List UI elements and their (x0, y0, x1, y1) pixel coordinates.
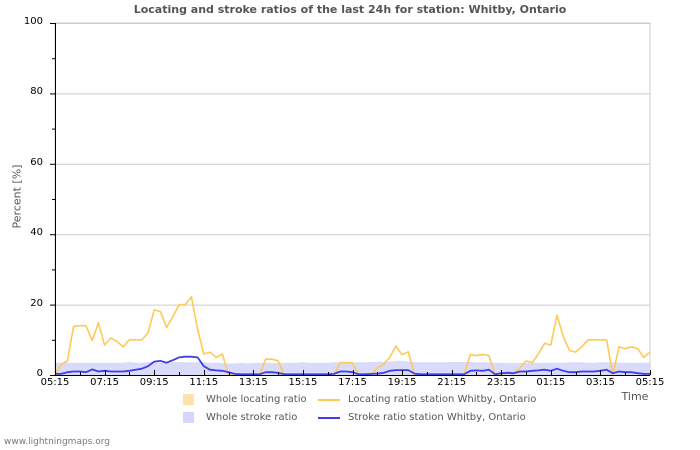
stroke-station-line-icon (318, 416, 340, 419)
x-tick-label: 19:15 (387, 377, 417, 388)
y-tick-label: 60 (30, 156, 43, 168)
y-tick-label: 40 (30, 227, 43, 239)
gridlines (54, 22, 651, 376)
legend-label: Stroke ratio station Whitby, Ontario (348, 412, 526, 423)
legend-label: Whole locating ratio (206, 394, 307, 405)
plot-frame (54, 22, 651, 376)
x-tick-label: 05:15 (40, 377, 70, 388)
x-tick-label: 03:15 (585, 377, 615, 388)
chart-title: Locating and stroke ratios of the last 2… (133, 3, 567, 16)
x-tick-label: 09:15 (139, 377, 169, 388)
locating-station-line-icon (318, 398, 340, 401)
x-tick-label: 07:15 (90, 377, 119, 388)
y-axis-label: Percent [%] (10, 164, 24, 229)
x-tick-label: 05:15 (635, 377, 665, 388)
legend-item-stroke-station[interactable]: Stroke ratio station Whitby, Ontario (318, 412, 526, 423)
legend-item-whole-locating[interactable]: Whole locating ratio (183, 394, 307, 405)
watermark[interactable]: www.lightningmaps.org (4, 437, 110, 447)
legend-item-whole-stroke[interactable]: Whole stroke ratio (183, 412, 297, 423)
y-tick-label: 0 (36, 368, 43, 379)
series-line (54, 296, 651, 376)
x-tick-label: 17:15 (338, 377, 367, 388)
x-tick-label: 15:15 (288, 377, 318, 388)
y-tick-label: 20 (30, 297, 43, 309)
legend-item-locating-station[interactable]: Locating ratio station Whitby, Ontario (318, 394, 536, 405)
x-tick-label: 13:15 (238, 377, 268, 388)
series-layer (54, 296, 651, 376)
legend-label: Whole stroke ratio (206, 412, 298, 423)
whole-locating-swatch-icon (183, 394, 194, 405)
x-tick-label: 23:15 (486, 377, 516, 388)
x-axis-label: Time (621, 390, 649, 403)
x-tick-label: 11:15 (189, 377, 219, 388)
x-tick-label: 01:15 (536, 377, 566, 388)
y-tick-label: 80 (30, 86, 43, 98)
legend-label: Locating ratio station Whitby, Ontario (348, 394, 537, 405)
axes (50, 23, 651, 376)
series-line (55, 355, 650, 376)
y-tick-label: 100 (23, 16, 43, 27)
x-tick-label: 21:15 (437, 377, 467, 388)
whole-stroke-swatch-icon (183, 412, 194, 423)
